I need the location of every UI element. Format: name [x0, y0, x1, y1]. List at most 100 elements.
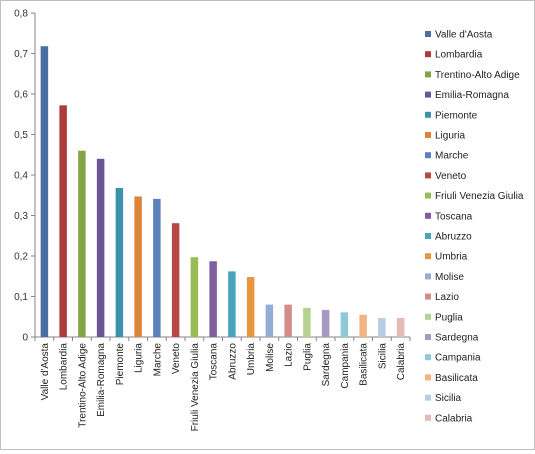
- legend-item: Valle d'Aosta: [425, 30, 493, 41]
- legend-label: Marche: [435, 151, 469, 162]
- legend-item: Sicilia: [425, 393, 462, 404]
- legend-swatch: [425, 354, 431, 361]
- x-tick-label: Calabria: [396, 343, 407, 381]
- legend-swatch: [425, 132, 431, 138]
- bar-14: [284, 304, 292, 337]
- legend-swatch: [425, 172, 431, 179]
- x-tick-label: Emilia-Romagna: [96, 343, 107, 417]
- bar-11: [228, 271, 236, 337]
- x-tick-label: Friuli Venezia Giulia: [190, 343, 201, 432]
- x-tick-label: Abruzzo: [227, 343, 238, 380]
- legend-swatch: [425, 192, 431, 199]
- bar-17: [340, 312, 349, 337]
- legend-item: Sardegna: [425, 333, 479, 344]
- legend-swatch: [425, 394, 431, 401]
- legend-swatch: [425, 253, 431, 260]
- legend-swatch: [425, 313, 431, 320]
- bar-16: [321, 309, 330, 337]
- legend-swatch: [425, 374, 431, 381]
- legend-item: Molise: [425, 272, 464, 283]
- legend-swatch: [425, 212, 431, 219]
- bar-15: [303, 307, 311, 337]
- y-tick-label: 0: [22, 333, 28, 344]
- legend-label: Valle d'Aosta: [435, 30, 493, 41]
- legend-label: Puglia: [435, 312, 463, 323]
- legend-swatch: [425, 273, 431, 280]
- legend-label: Emilia-Romagna: [435, 90, 509, 101]
- legend-label: Toscana: [435, 211, 473, 222]
- bar-3: [78, 150, 86, 337]
- legend-item: Abruzzo: [425, 232, 472, 243]
- legend-swatch: [425, 414, 431, 421]
- bar-10: [209, 261, 217, 337]
- bar-1: [40, 46, 49, 338]
- legend-label: Veneto: [435, 171, 467, 182]
- x-tick-label: Basilicata: [359, 343, 370, 386]
- legend-label: Abruzzo: [435, 232, 472, 243]
- legend-label: Trentino-Alto Adige: [435, 70, 520, 81]
- y-tick-label: 0,3: [14, 211, 28, 222]
- x-tick-label: Molise: [265, 343, 276, 372]
- bar-8: [171, 223, 180, 337]
- x-tick-label: Toscana: [209, 343, 220, 381]
- x-tick-label: Piemonte: [115, 343, 126, 386]
- y-tick-label: 0,6: [14, 90, 28, 101]
- x-tick-label: Valle d'Aosta: [40, 343, 51, 401]
- legend-label: Campania: [435, 353, 481, 364]
- legend-label: Basilicata: [435, 373, 478, 384]
- x-tick-label: Campania: [340, 343, 351, 389]
- legend-label: Molise: [435, 272, 464, 283]
- legend-item: Lazio: [425, 292, 459, 303]
- legend-item: Campania: [425, 353, 481, 364]
- legend-swatch: [425, 152, 431, 159]
- legend-label: Sicilia: [435, 393, 462, 404]
- bar-13: [265, 304, 274, 337]
- x-tick-label: Umbria: [246, 343, 257, 376]
- legend-swatch: [425, 233, 431, 239]
- x-tick-label: Puglia: [302, 343, 313, 371]
- y-tick-label: 0,2: [14, 252, 28, 263]
- legend-label: Lazio: [435, 292, 459, 303]
- bar-9: [190, 257, 199, 337]
- bar-4: [96, 158, 105, 337]
- x-tick-label: Sardegna: [321, 343, 332, 387]
- legend-swatch: [425, 51, 431, 58]
- legend-swatch: [425, 293, 431, 300]
- legend-item: Lombardia: [425, 50, 483, 61]
- y-tick-label: 0,7: [14, 49, 28, 60]
- legend-label: Piemonte: [435, 110, 478, 121]
- bar-2: [59, 105, 67, 337]
- bar-18: [359, 314, 367, 337]
- bar-12: [246, 277, 255, 337]
- legend-item: Puglia: [425, 312, 463, 323]
- legend-item: Veneto: [425, 171, 467, 182]
- legend-item: Trentino-Alto Adige: [425, 70, 520, 81]
- legend-item: Piemonte: [425, 110, 478, 121]
- x-tick-label: Sicilia: [377, 343, 388, 370]
- x-tick-label: Liguria: [134, 343, 145, 373]
- bar-7: [153, 198, 161, 337]
- legend-label: Umbria: [435, 252, 468, 263]
- bar-6: [134, 196, 142, 337]
- legend-item: Friuli Venezia Giulia: [425, 191, 524, 202]
- bar-19: [378, 317, 386, 337]
- legend-item: Liguria: [425, 131, 465, 142]
- legend-label: Liguria: [435, 131, 465, 142]
- legend-swatch: [425, 31, 431, 37]
- legend-item: Emilia-Romagna: [425, 90, 509, 101]
- bar-5: [115, 187, 124, 337]
- legend-item: Umbria: [425, 252, 468, 263]
- legend-label: Lombardia: [435, 50, 483, 61]
- legend-swatch: [425, 111, 431, 118]
- legend-label: Friuli Venezia Giulia: [435, 191, 524, 202]
- legend-item: Toscana: [425, 211, 473, 222]
- legend-label: Sardegna: [435, 333, 479, 344]
- y-tick-label: 0,1: [14, 292, 28, 303]
- legend-label: Calabria: [435, 413, 473, 424]
- legend-swatch: [425, 71, 431, 78]
- legend-item: Marche: [425, 151, 469, 162]
- x-tick-label: Lazio: [284, 343, 295, 367]
- y-tick-label: 0,4: [14, 171, 28, 182]
